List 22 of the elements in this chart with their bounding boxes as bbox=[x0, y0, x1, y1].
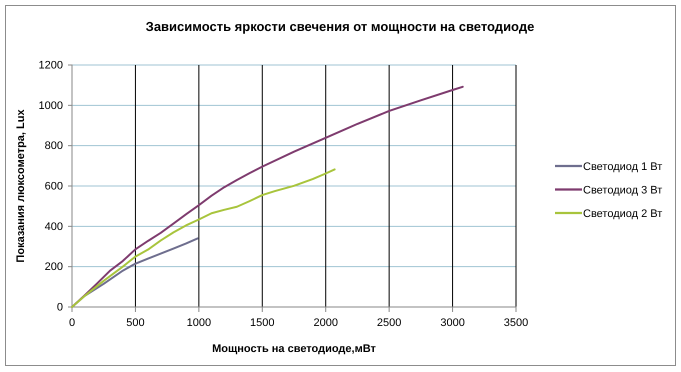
y-tick-label: 200 bbox=[44, 261, 63, 274]
x-tick-label: 3500 bbox=[504, 316, 528, 329]
legend-label: Светодиод 2 Вт bbox=[583, 208, 662, 220]
x-tick-label: 2500 bbox=[376, 316, 402, 329]
x-tick-label: 500 bbox=[126, 316, 145, 329]
x-tick-label: 1000 bbox=[186, 316, 212, 329]
x-tick-label: 2000 bbox=[313, 316, 338, 329]
y-tick-label: 400 bbox=[44, 220, 63, 233]
x-axis-title: Мощность на светодиоде,мВт bbox=[212, 343, 377, 355]
line-series bbox=[71, 168, 336, 308]
y-tick-label: 600 bbox=[44, 180, 63, 193]
y-tick-label: 800 bbox=[44, 140, 63, 152]
x-tick-label: 1500 bbox=[250, 316, 275, 329]
y-tick-label: 1200 bbox=[38, 60, 63, 72]
chart-title: Зависимость яркости свечения от мощности на светодиоде bbox=[146, 19, 534, 34]
legend-label: Светодиод 3 Вт bbox=[583, 184, 662, 196]
x-tick-label: 0 bbox=[68, 316, 76, 329]
legend-label: Светодиод 1 Вт bbox=[583, 161, 662, 173]
y-axis-title: Показания люксометра, Lux bbox=[15, 108, 27, 263]
y-tick-label: 1000 bbox=[38, 100, 63, 112]
x-tick-label: 3000 bbox=[440, 316, 465, 329]
y-tick-label: 0 bbox=[56, 302, 63, 314]
